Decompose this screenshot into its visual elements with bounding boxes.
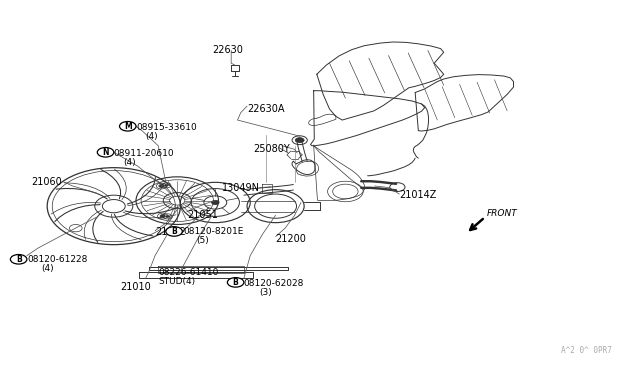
Text: 08226-61410: 08226-61410 [158,267,219,277]
Circle shape [166,227,182,236]
Text: 21010: 21010 [120,282,152,292]
Text: 21200: 21200 [276,234,307,244]
Circle shape [120,122,136,131]
Circle shape [97,148,114,157]
Text: N: N [102,148,109,157]
Text: 08911-20610: 08911-20610 [114,148,175,157]
Text: (5): (5) [196,237,209,246]
Text: 22630A: 22630A [247,104,285,114]
Text: (4): (4) [124,158,136,167]
Text: B: B [172,227,177,236]
Text: (3): (3) [260,288,273,297]
Text: 08120-8201E: 08120-8201E [184,227,244,236]
Text: 13049N: 13049N [221,183,260,193]
Text: 22630: 22630 [212,45,243,55]
Circle shape [10,254,27,264]
Text: 21060: 21060 [31,177,62,187]
Circle shape [160,215,165,218]
Text: 08915-33610: 08915-33610 [136,123,196,132]
Text: B: B [16,255,22,264]
Text: 25080Y: 25080Y [253,144,290,154]
Text: (4): (4) [145,132,158,141]
Circle shape [295,138,304,143]
Text: 21082: 21082 [155,227,186,237]
Circle shape [102,199,125,213]
Text: M: M [124,122,132,131]
Circle shape [166,215,170,218]
Text: 21014Z: 21014Z [399,190,436,200]
Text: 21051: 21051 [187,210,218,220]
Text: STUD(4): STUD(4) [158,277,195,286]
Text: B: B [233,278,239,287]
Circle shape [211,200,219,205]
Text: A^2 0^ 0PR7: A^2 0^ 0PR7 [561,346,612,355]
Circle shape [164,184,168,186]
Text: (4): (4) [41,264,54,273]
Circle shape [159,185,164,187]
Text: 08120-62028: 08120-62028 [244,279,304,288]
Circle shape [227,278,244,287]
Text: 08120-61228: 08120-61228 [27,255,87,264]
Text: FRONT: FRONT [487,209,518,218]
